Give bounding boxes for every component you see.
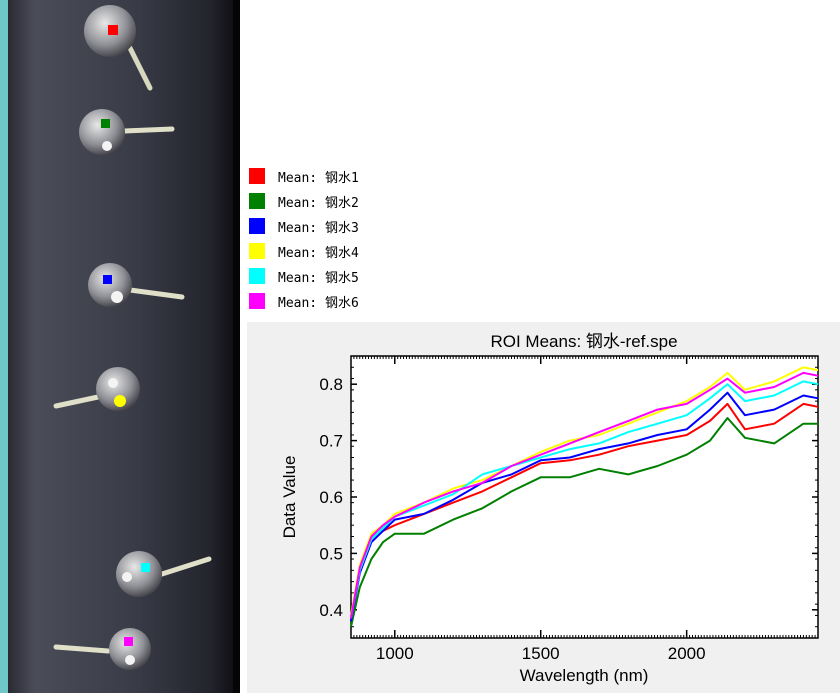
y-tick-label: 0.5 [319, 544, 343, 563]
roi-means-plot-window: ROI Means: 钢水-ref.spe 0.4 0.5 0.6 0.7 0.8 10… [247, 322, 840, 693]
legend-item: Mean: 钢水2 [249, 191, 359, 211]
roi-marker-4 [114, 395, 126, 407]
image-border-left [0, 0, 8, 693]
image-border-right [233, 0, 240, 693]
x-axis-label: Wavelength (nm) [520, 666, 649, 685]
legend-item: Mean: 钢水5 [249, 266, 359, 286]
series-line-3 [350, 391, 819, 622]
hyperspectral-image-panel [0, 0, 240, 693]
legend-label: Mean: 钢水5 [278, 270, 359, 286]
y-axis: 0.4 0.5 0.6 0.7 0.8 [319, 355, 818, 639]
hyperspectral-image [0, 0, 240, 693]
plot-area [350, 355, 819, 639]
sample-3 [88, 263, 185, 307]
series-line-2 [350, 417, 818, 627]
roi-marker-1 [108, 25, 118, 35]
series-line-6 [350, 371, 819, 619]
sample-4 [53, 367, 140, 411]
x-tick-label: 1000 [376, 644, 414, 663]
legend-swatch [249, 243, 265, 259]
x-tick-label: 2000 [668, 644, 706, 663]
legend-swatch [249, 218, 265, 234]
legend-item: Mean: 钢水1 [249, 166, 359, 186]
legend-item: Mean: 钢水6 [249, 291, 359, 311]
legend-item: Mean: 钢水4 [249, 241, 359, 261]
roi-marker-3 [103, 275, 112, 284]
sample-5 [116, 551, 212, 597]
spectral-chart: ROI Means: 钢水-ref.spe 0.4 0.5 0.6 0.7 0.8 10… [280, 332, 819, 685]
y-tick-label: 0.8 [319, 375, 343, 394]
series-line-1 [350, 402, 819, 622]
legend-swatch [249, 268, 265, 284]
legend-label: Mean: 钢水6 [278, 295, 359, 311]
legend-item: Mean: 钢水3 [249, 216, 359, 236]
y-tick-label: 0.6 [319, 488, 343, 507]
sample-6 [53, 628, 151, 670]
roi-legend: Mean: 钢水1 Mean: 钢水2 Mean: 钢水3 Mean: 钢水4 … [249, 162, 389, 312]
chart-title: ROI Means: 钢水-ref.spe [490, 332, 677, 351]
y-tick-label: 0.4 [319, 601, 343, 620]
roi-marker-6 [124, 637, 133, 646]
legend-label: Mean: 钢水3 [278, 220, 359, 236]
legend-label: Mean: 钢水1 [278, 170, 359, 186]
y-tick-label: 0.7 [319, 432, 343, 451]
sample-2 [79, 109, 175, 155]
x-axis: 1000 1500 2000 [353, 356, 819, 663]
roi-marker-2 [101, 119, 110, 128]
x-tick-label: 1500 [522, 644, 560, 663]
roi-marker-5 [141, 563, 150, 572]
image-background [8, 0, 233, 693]
legend-label: Mean: 钢水4 [278, 245, 359, 261]
series-line-5 [350, 380, 819, 619]
series-group [350, 366, 819, 627]
legend-swatch [249, 193, 265, 209]
sample-1 [84, 5, 153, 91]
legend-swatch [249, 293, 265, 309]
legend-swatch [249, 168, 265, 184]
y-axis-label: Data Value [280, 456, 299, 539]
legend-label: Mean: 钢水2 [278, 195, 359, 211]
